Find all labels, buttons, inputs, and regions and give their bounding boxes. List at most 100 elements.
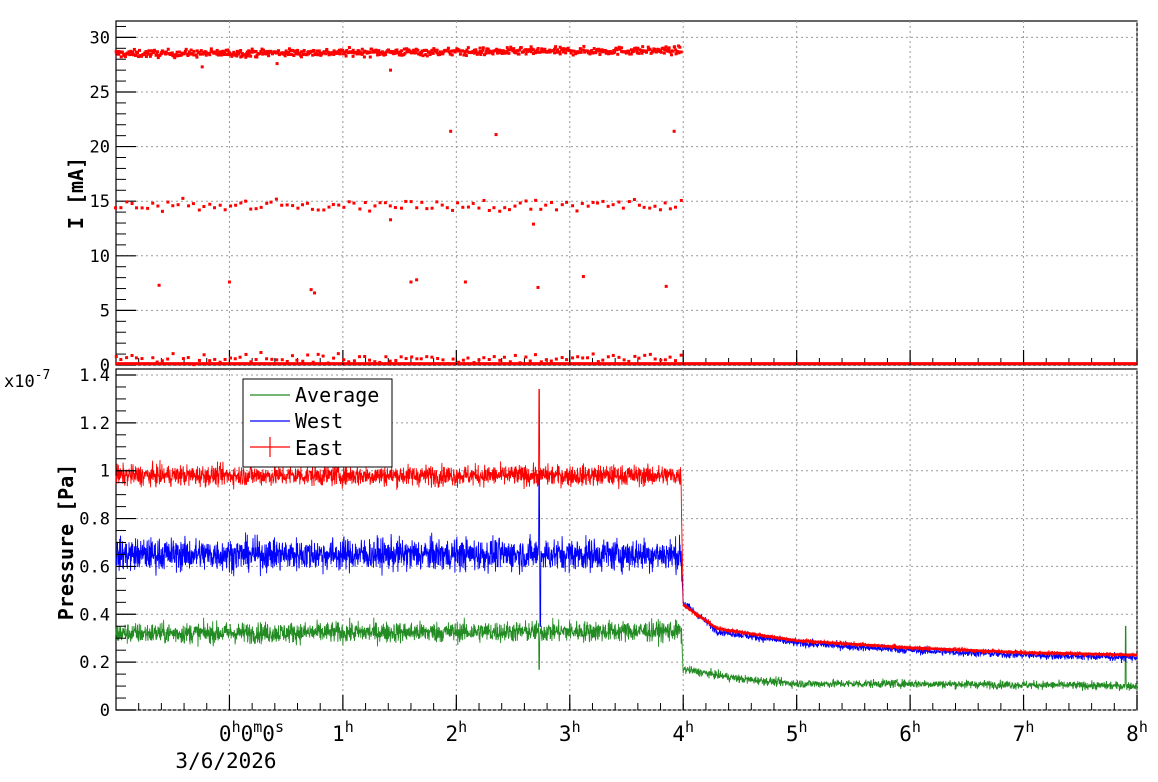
current-point bbox=[508, 360, 512, 364]
current-point bbox=[194, 53, 198, 57]
current-point bbox=[487, 208, 491, 212]
current-point bbox=[187, 204, 191, 208]
current-point bbox=[227, 53, 231, 57]
current-point bbox=[227, 280, 231, 284]
current-point bbox=[446, 48, 450, 52]
current-point bbox=[518, 201, 522, 205]
current-point bbox=[561, 50, 565, 54]
current-point bbox=[536, 47, 540, 51]
current-point bbox=[507, 51, 511, 55]
current-point bbox=[383, 201, 387, 205]
current-point bbox=[451, 49, 455, 53]
current-point bbox=[146, 206, 150, 210]
current-point bbox=[465, 50, 469, 54]
current-point bbox=[395, 48, 399, 52]
current-y-tick-label: 10 bbox=[90, 247, 110, 267]
current-point bbox=[347, 200, 351, 204]
current-point bbox=[157, 283, 161, 287]
current-point bbox=[484, 51, 488, 55]
current-point bbox=[171, 204, 175, 208]
current-point bbox=[289, 53, 293, 57]
current-point bbox=[544, 203, 548, 207]
current-point bbox=[240, 52, 244, 56]
current-point bbox=[283, 54, 287, 58]
current-point bbox=[498, 358, 502, 362]
current-point bbox=[618, 47, 622, 51]
current-point bbox=[239, 48, 243, 52]
current-point bbox=[446, 46, 450, 50]
current-point bbox=[648, 352, 652, 356]
x-axis-date-label: 3/6/2026 bbox=[175, 749, 276, 773]
current-point bbox=[332, 49, 336, 53]
current-point bbox=[305, 53, 309, 57]
current-point bbox=[259, 350, 263, 354]
current-point bbox=[644, 50, 648, 54]
current-point bbox=[678, 45, 682, 49]
current-point bbox=[616, 47, 620, 51]
current-point bbox=[450, 53, 454, 57]
current-point bbox=[555, 50, 559, 54]
current-point bbox=[295, 358, 299, 362]
current-point bbox=[671, 49, 675, 53]
current-point bbox=[191, 202, 195, 206]
current-point bbox=[414, 51, 418, 55]
current-point bbox=[534, 50, 538, 54]
current-point bbox=[358, 207, 362, 211]
current-point bbox=[164, 52, 168, 56]
current-point bbox=[149, 52, 153, 56]
current-point bbox=[311, 53, 315, 57]
current-point bbox=[208, 202, 212, 206]
current-y-tick-label: 0 bbox=[100, 356, 110, 376]
current-point bbox=[487, 51, 491, 55]
current-point bbox=[650, 50, 654, 54]
current-point bbox=[565, 358, 569, 362]
current-point bbox=[332, 356, 336, 360]
current-point bbox=[496, 51, 500, 55]
current-point bbox=[425, 207, 429, 211]
current-point bbox=[432, 47, 436, 51]
current-point bbox=[119, 206, 123, 210]
current-point bbox=[663, 358, 667, 362]
current-point bbox=[466, 356, 470, 360]
current-point bbox=[601, 358, 605, 362]
current-point bbox=[551, 49, 555, 53]
current-point bbox=[674, 205, 678, 209]
current-point bbox=[611, 203, 615, 207]
current-point bbox=[502, 51, 506, 55]
current-point bbox=[199, 49, 203, 53]
current-point bbox=[606, 204, 610, 208]
current-point bbox=[397, 51, 401, 55]
current-point bbox=[166, 47, 170, 51]
current-point bbox=[217, 53, 221, 57]
current-point bbox=[345, 48, 349, 52]
current-point bbox=[509, 45, 513, 49]
current-point bbox=[677, 51, 681, 55]
current-point bbox=[368, 358, 372, 362]
current-point bbox=[290, 48, 294, 52]
current-point bbox=[285, 203, 289, 207]
current-point bbox=[672, 129, 676, 133]
current-point bbox=[119, 55, 123, 59]
current-point bbox=[420, 200, 424, 204]
current-point bbox=[586, 204, 590, 208]
current-point bbox=[265, 357, 269, 361]
current-point bbox=[156, 204, 160, 208]
current-point bbox=[474, 48, 478, 52]
current-point bbox=[140, 357, 144, 361]
current-point bbox=[594, 51, 598, 55]
current-point bbox=[131, 53, 135, 57]
current-point bbox=[430, 355, 434, 359]
current-point bbox=[500, 51, 504, 55]
current-point bbox=[565, 200, 569, 204]
current-point bbox=[505, 46, 509, 50]
current-point bbox=[309, 288, 313, 292]
current-point bbox=[543, 49, 547, 53]
current-point bbox=[230, 54, 234, 58]
current-point bbox=[377, 49, 381, 53]
current-point bbox=[420, 49, 424, 53]
current-point bbox=[118, 50, 122, 54]
pressure-lines bbox=[115, 388, 1138, 692]
current-point bbox=[646, 45, 650, 49]
current-y-tick-label: 20 bbox=[90, 138, 110, 158]
current-point bbox=[640, 51, 644, 55]
